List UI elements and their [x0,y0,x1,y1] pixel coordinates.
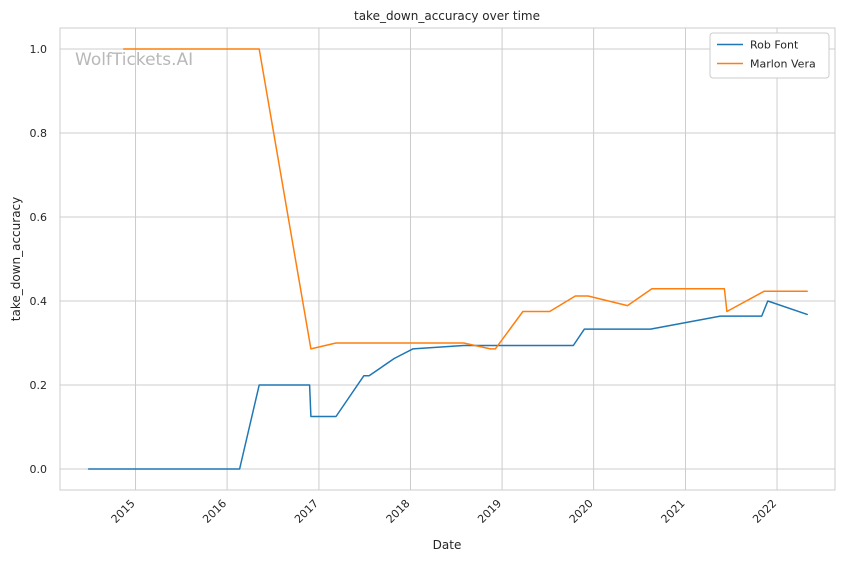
legend: Rob Font Marlon Vera [709,32,830,79]
series-layer [87,48,808,470]
y-tick-label: 0.4 [30,295,48,308]
y-tick-label: 0.6 [30,211,48,224]
grid [60,28,835,490]
legend-label-marlon-vera: Marlon Vera [750,58,816,71]
y-axis-label: take_down_accuracy [9,197,23,321]
y-tick-labels: 0.0 0.2 0.4 0.6 0.8 1.0 [30,43,48,476]
legend-label-rob-font: Rob Font [750,39,799,52]
y-tick-label: 0.8 [30,127,48,140]
y-tick-label: 1.0 [30,43,48,56]
chart-title: take_down_accuracy over time [354,9,540,23]
series-line-marlon-vera [122,48,808,350]
series-line-rob-font [87,300,808,470]
plot-area-frame [59,27,836,491]
y-tick-label: 0.2 [30,379,48,392]
y-tick-label: 0.0 [30,463,48,476]
watermark: WolfTickets.AI [75,50,193,70]
x-axis-label: Date [433,538,462,552]
